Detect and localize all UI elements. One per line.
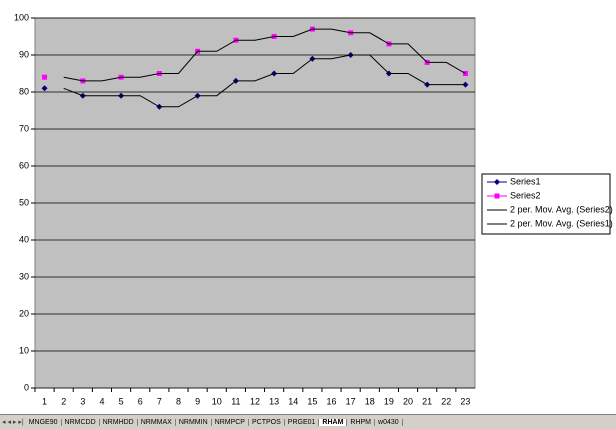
sheet-tab[interactable]: NRMHDD [99,418,138,426]
tab-nav[interactable]: ◂ ◂ ▸ ▸| [2,419,24,426]
sheet-tab[interactable]: PCTPOS [248,418,285,426]
y-tick-label: 30 [19,271,29,281]
legend-label: 2 per. Mov. Avg. (Series2) [510,204,613,214]
x-tick-label: 19 [384,396,394,406]
sheet-tab[interactable]: w0430 [375,418,403,426]
x-tick-label: 17 [346,396,356,406]
x-tick-label: 16 [327,396,337,406]
sheet-tab[interactable]: RHAM [319,418,348,426]
x-tick-label: 23 [460,396,470,406]
x-tick-label: 15 [307,396,317,406]
x-tick-label: 21 [422,396,432,406]
sheet-tabs: ◂ ◂ ▸ ▸| MNGE90 NRMCDD NRMHDD NRMMAX NRMMIN N… [0,414,616,429]
x-tick-label: 4 [99,396,104,406]
x-tick-label: 5 [119,396,124,406]
sheet-tab[interactable]: RHPM [347,418,376,426]
y-tick-label: 50 [19,197,29,207]
x-tick-label: 14 [288,396,298,406]
trend-line [63,28,466,82]
sheet-tab[interactable]: PRGE01 [284,418,320,426]
x-tick-label: 13 [269,396,279,406]
legend-label: Series1 [510,176,541,186]
x-tick-label: 2 [61,396,66,406]
y-tick-label: 10 [19,345,29,355]
x-tick-label: 11 [231,396,240,406]
x-tick-label: 9 [195,396,200,406]
legend-marker [494,193,500,199]
sheet-tab[interactable]: MNGE90 [25,418,62,426]
data-point [41,85,48,92]
x-tick-label: 10 [212,396,222,406]
y-tick-label: 0 [24,382,29,392]
sheet-tab[interactable]: NRMPCP [211,418,249,426]
legend-label: Series2 [510,190,541,200]
trend-line [63,54,466,108]
y-tick-label: 60 [19,160,29,170]
sheet-tab[interactable]: NRMCDD [61,418,100,426]
legend-label: 2 per. Mov. Avg. (Series1) [510,218,613,228]
x-tick-label: 8 [176,396,181,406]
y-tick-label: 40 [19,234,29,244]
y-tick-label: 100 [14,12,29,22]
x-tick-label: 22 [441,396,451,406]
data-point [42,74,48,80]
sheet-tab[interactable]: NRMMIN [175,418,212,426]
x-tick-label: 7 [157,396,162,406]
y-tick-label: 80 [19,86,29,96]
x-tick-label: 6 [138,396,143,406]
y-tick-label: 90 [19,49,29,59]
y-tick-label: 20 [19,308,29,318]
x-tick-label: 3 [80,396,85,406]
y-tick-label: 70 [19,123,29,133]
x-tick-label: 1 [42,396,47,406]
legend-marker [494,179,500,185]
x-tick-label: 20 [403,396,413,406]
sheet-tab[interactable]: NRMMAX [137,418,176,426]
x-tick-label: 18 [365,396,375,406]
x-tick-label: 12 [250,396,260,406]
